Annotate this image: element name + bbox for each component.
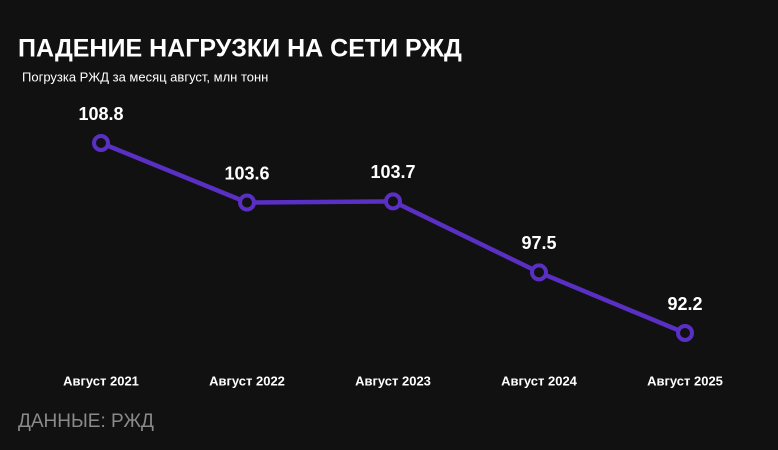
chart-subtitle: Погрузка РЖД за месяц август, млн тонн [22,69,268,84]
marker [238,193,256,212]
chart-title: ПАДЕНИЕ НАГРУЗКИ НА СЕТИ РЖД [18,35,462,63]
value-label: 108.8 [78,104,123,124]
marker [92,134,110,152]
marker [676,324,694,342]
marker [530,263,548,282]
x-tick-label: Август 2022 [209,373,285,388]
value-label: 103.6 [224,163,269,183]
x-tick-label: Август 2023 [355,373,431,388]
x-tick-label: Август 2021 [63,373,139,388]
value-label: 97.5 [521,233,556,253]
source: ДАННЫЕ: РЖД [18,411,154,432]
x-tick-label: Август 2025 [647,373,723,388]
x-tick-label: Август 2024 [501,373,578,388]
marker [384,192,402,211]
value-label: 103.7 [370,162,415,182]
value-label: 92.2 [667,294,702,314]
